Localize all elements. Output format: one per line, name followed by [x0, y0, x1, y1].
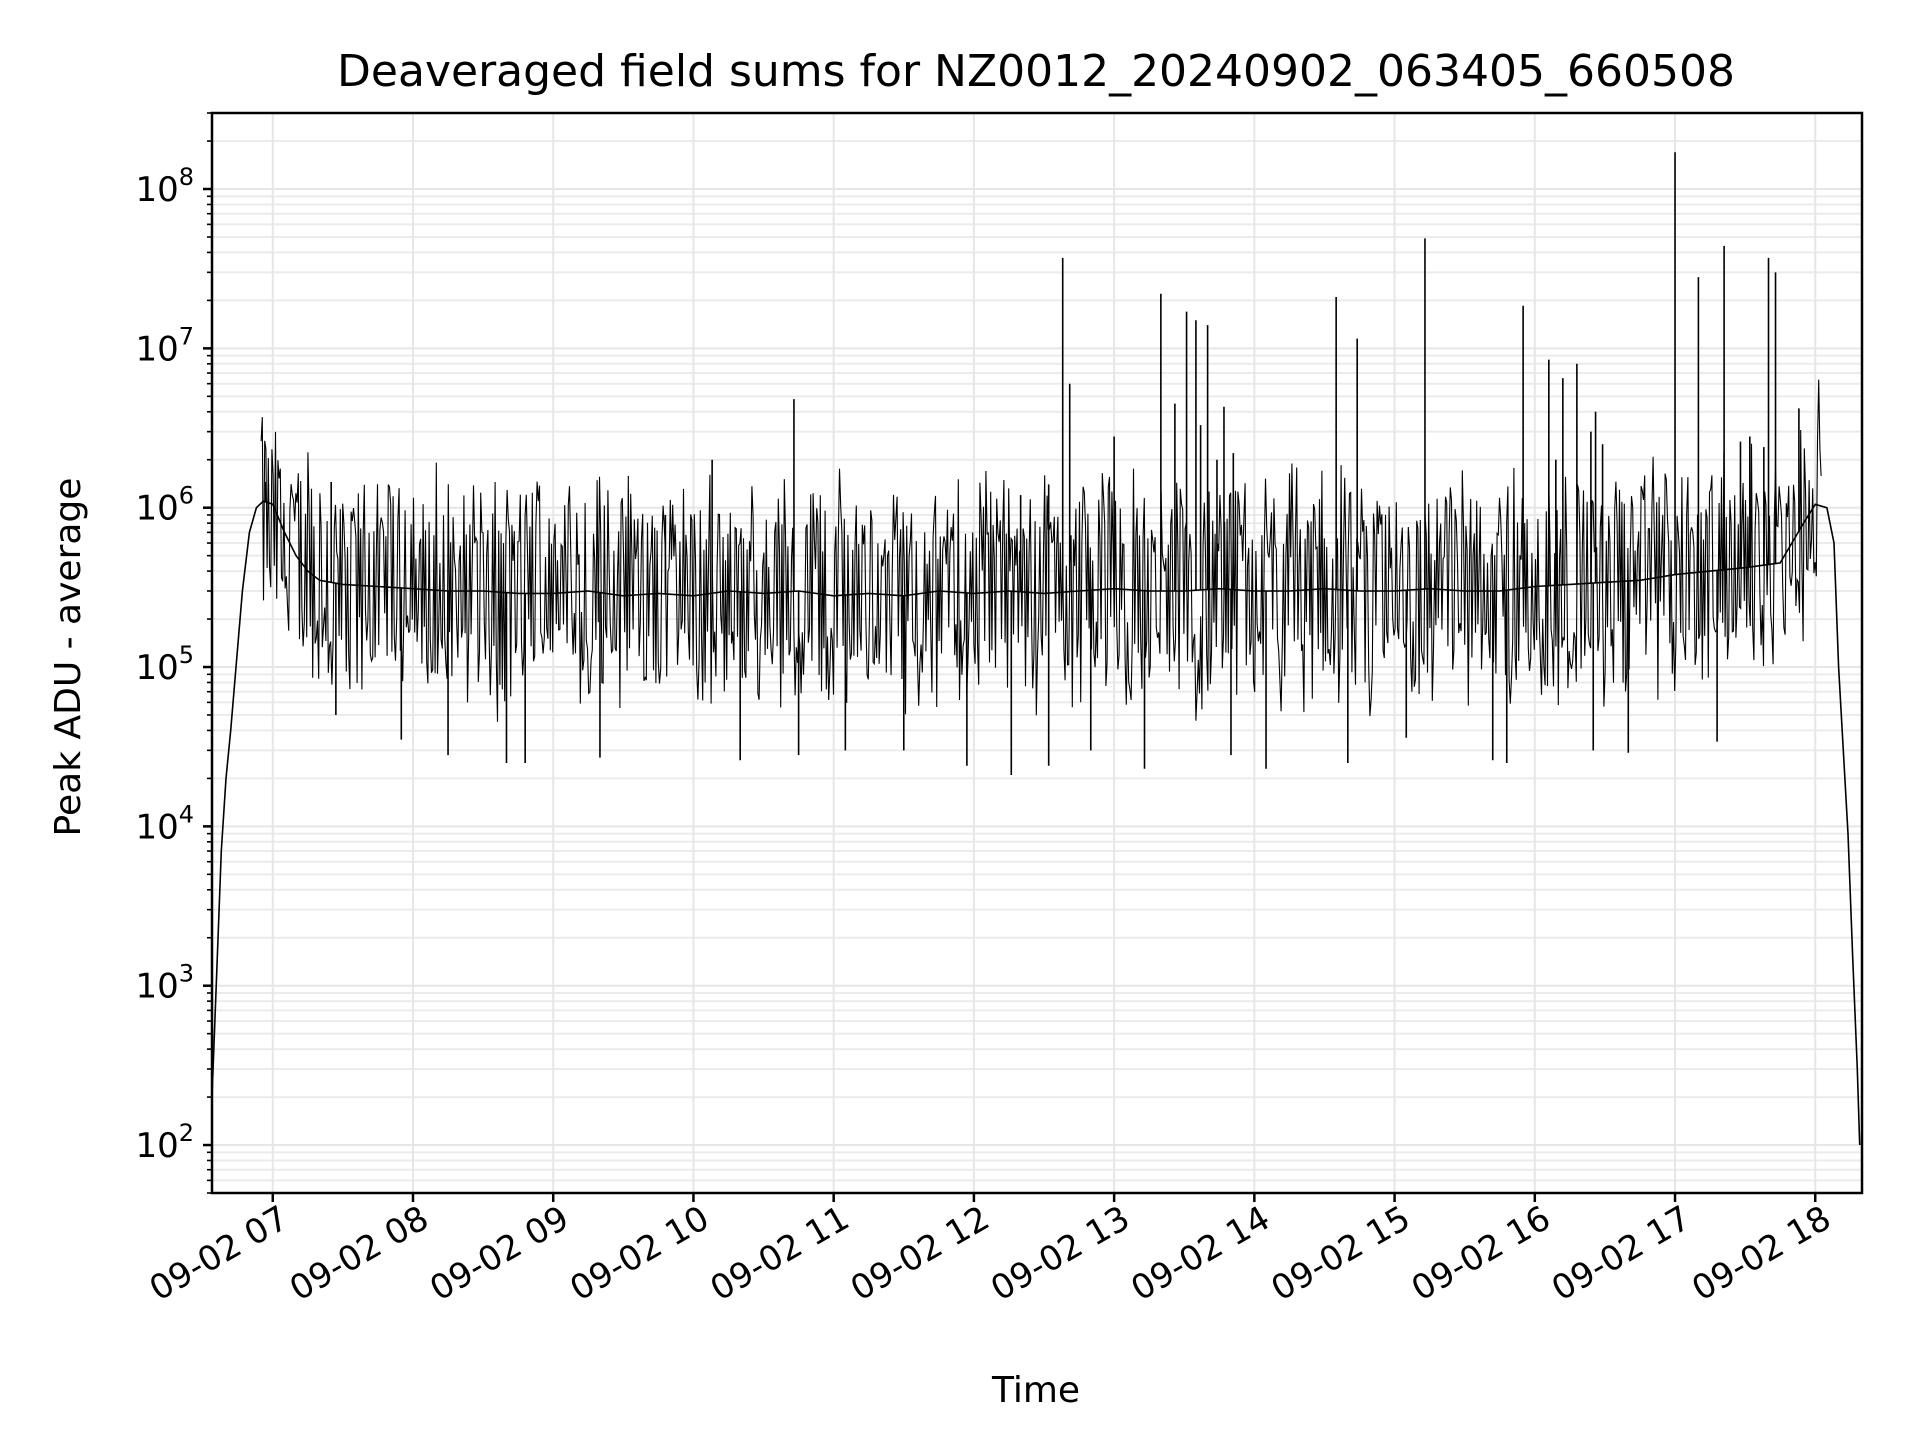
- noise-band: [260, 379, 1822, 722]
- x-axis-label: Time: [991, 1370, 1080, 1411]
- y-tick-label: 106: [135, 482, 194, 529]
- y-tick-label: 107: [135, 322, 194, 369]
- y-tick-label: 105: [135, 641, 194, 688]
- plot-area: [211, 152, 1861, 1146]
- y-tick-label: 102: [135, 1119, 194, 1166]
- y-tick-label: 108: [135, 163, 194, 210]
- plot-frame: [210, 111, 1864, 1195]
- spike-marks: [264, 152, 1800, 776]
- y-axis-ticks: 102 103 104 105 106 107 108: [135, 112, 212, 1194]
- y-tick-label: 104: [135, 800, 194, 847]
- y-tick-label: 103: [135, 960, 194, 1007]
- chart-title: Deaveraged field sums for NZ0012_2024090…: [337, 46, 1735, 97]
- y-axis-label: Peak ADU - average: [48, 478, 89, 837]
